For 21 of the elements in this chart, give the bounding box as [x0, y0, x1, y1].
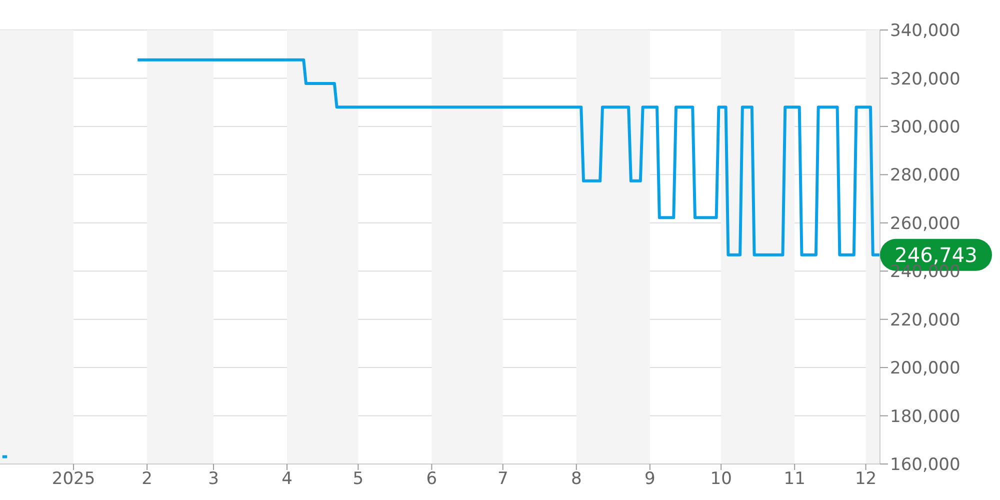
- x-tick-label: 5: [352, 469, 364, 490]
- x-tick-label: 6: [426, 469, 438, 490]
- y-tick-label: 300,000: [890, 117, 960, 138]
- y-tick-label: 180,000: [890, 406, 960, 427]
- x-tick-label: 3: [208, 469, 219, 490]
- y-tick-label: 160,000: [890, 455, 960, 476]
- y-tick-label: 280,000: [890, 166, 960, 186]
- y-tick-label: 220,000: [890, 310, 960, 330]
- x-tick-label: 12: [854, 469, 877, 490]
- x-tick-label: 9: [644, 469, 656, 490]
- y-tick-label: 260,000: [890, 214, 960, 234]
- x-tick-label: 7: [497, 469, 508, 490]
- y-tick-label: 320,000: [890, 69, 960, 90]
- x-tick-label: 4: [282, 469, 292, 490]
- x-tick-label: 8: [570, 469, 582, 490]
- x-tick-label: 11: [784, 469, 806, 490]
- y-tick-label: 340,000: [890, 21, 960, 42]
- y-tick-label: 200,000: [890, 358, 960, 379]
- x-tick-label: 2: [142, 469, 152, 490]
- x-tick-label: 10: [710, 469, 732, 490]
- x-tick-label: 2025: [52, 469, 96, 490]
